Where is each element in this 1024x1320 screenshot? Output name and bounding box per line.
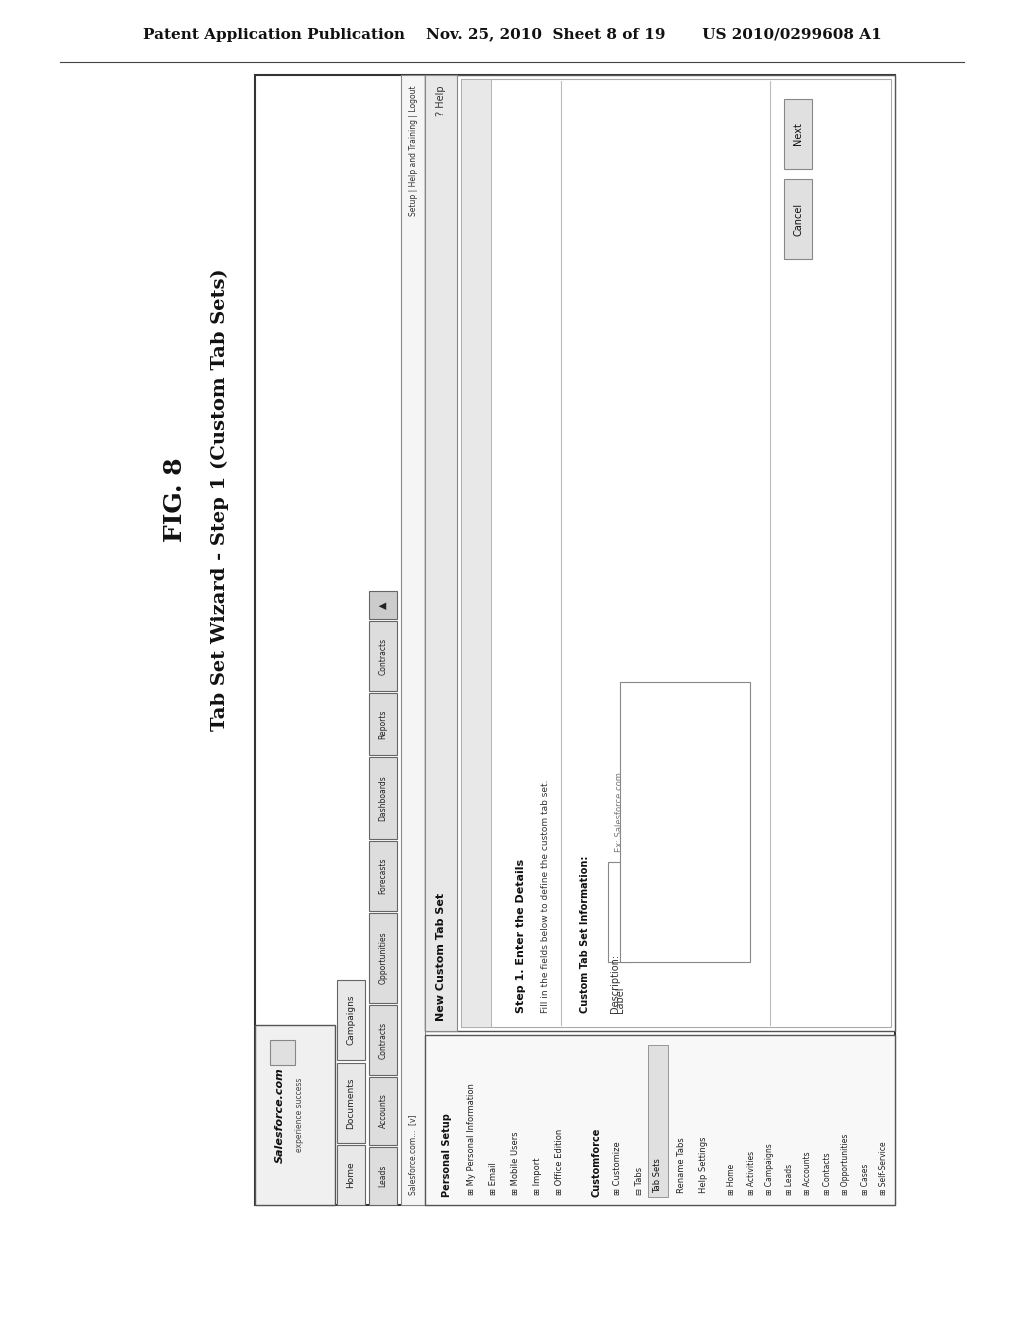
Text: Step 1. Enter the Details: Step 1. Enter the Details (516, 859, 526, 1012)
Polygon shape (648, 1045, 668, 1197)
Text: ⊞ Email: ⊞ Email (488, 1162, 498, 1195)
Text: ⊞ Cases: ⊞ Cases (860, 1164, 869, 1195)
Text: Tab Set Wizard - Step 1 (Custom Tab Sets): Tab Set Wizard - Step 1 (Custom Tab Sets… (211, 269, 229, 731)
Text: Next: Next (793, 123, 803, 145)
Text: ⊞ Contacts: ⊞ Contacts (822, 1152, 831, 1195)
Text: ▲: ▲ (378, 601, 388, 609)
Text: ⊞ Self-Service: ⊞ Self-Service (880, 1142, 889, 1195)
Polygon shape (461, 79, 891, 1027)
Text: ⊞ Office Edition: ⊞ Office Edition (555, 1129, 563, 1195)
Polygon shape (425, 75, 895, 1031)
Text: Help Settings: Help Settings (699, 1137, 709, 1193)
Text: Accounts: Accounts (379, 1093, 387, 1129)
Polygon shape (369, 756, 397, 840)
Bar (255, 75, 895, 1205)
Text: Dashboards: Dashboards (379, 775, 387, 821)
Polygon shape (369, 620, 397, 690)
Text: Opportunities: Opportunities (379, 932, 387, 985)
Polygon shape (337, 1144, 365, 1205)
Text: Home: Home (346, 1162, 355, 1188)
Polygon shape (369, 1147, 397, 1205)
Text: experience success: experience success (296, 1078, 304, 1152)
Text: ⊞ Leads: ⊞ Leads (784, 1164, 794, 1195)
Text: Contracts: Contracts (379, 1022, 387, 1059)
Text: ⊞ My Personal Information: ⊞ My Personal Information (467, 1084, 475, 1195)
Polygon shape (369, 1005, 397, 1074)
Polygon shape (255, 1026, 335, 1205)
Text: ⊞ Accounts: ⊞ Accounts (804, 1151, 812, 1195)
Text: Fill in the fields below to define the custom tab set.: Fill in the fields below to define the c… (541, 780, 550, 1012)
Text: ⊞ Home: ⊞ Home (727, 1164, 736, 1195)
Text: ⊞ Opportunities: ⊞ Opportunities (842, 1134, 851, 1195)
Text: ⊟ Tabs: ⊟ Tabs (636, 1167, 644, 1195)
Polygon shape (784, 180, 812, 259)
Polygon shape (620, 682, 750, 962)
Polygon shape (369, 913, 397, 1003)
Polygon shape (337, 979, 365, 1060)
Text: ⊞ Customize: ⊞ Customize (613, 1142, 623, 1195)
Polygon shape (425, 75, 457, 1031)
Polygon shape (369, 841, 397, 911)
Polygon shape (461, 79, 490, 1027)
Polygon shape (425, 1035, 895, 1205)
Text: ⊞ Mobile Users: ⊞ Mobile Users (511, 1131, 519, 1195)
Text: Campaigns: Campaigns (346, 995, 355, 1045)
Text: Description:: Description: (610, 954, 620, 1012)
Polygon shape (369, 693, 397, 755)
Text: Reports: Reports (379, 709, 387, 739)
Text: Ex: Salesforce.com: Ex: Salesforce.com (615, 772, 625, 851)
Text: Documents: Documents (346, 1077, 355, 1129)
Text: Patent Application Publication    Nov. 25, 2010  Sheet 8 of 19       US 2010/029: Patent Application Publication Nov. 25, … (142, 28, 882, 42)
Text: Customforce: Customforce (591, 1127, 601, 1197)
Text: Salesforce.com...  [v]: Salesforce.com... [v] (409, 1114, 418, 1195)
Text: Personal Setup: Personal Setup (442, 1113, 452, 1197)
Text: ? Help: ? Help (436, 84, 446, 116)
Text: ⊞ Campaigns: ⊞ Campaigns (766, 1143, 774, 1195)
Text: Custom Tab Set Information:: Custom Tab Set Information: (580, 855, 590, 1012)
Text: New Custom Tab Set: New Custom Tab Set (436, 892, 446, 1020)
Polygon shape (337, 1063, 365, 1143)
Text: Tab Sets: Tab Sets (653, 1158, 663, 1193)
Polygon shape (784, 99, 812, 169)
Text: ⊞ Activities: ⊞ Activities (746, 1151, 756, 1195)
Polygon shape (401, 75, 425, 1205)
Text: Leads: Leads (379, 1164, 387, 1187)
Polygon shape (369, 1077, 397, 1144)
Text: ⊞ Import: ⊞ Import (532, 1158, 542, 1195)
Text: Cancel: Cancel (793, 202, 803, 235)
Text: Forecasts: Forecasts (379, 858, 387, 894)
Text: Rename Tabs: Rename Tabs (678, 1138, 686, 1193)
Text: Salesforce.com: Salesforce.com (275, 1067, 285, 1163)
Polygon shape (608, 862, 632, 962)
Text: FIG. 8: FIG. 8 (163, 458, 187, 543)
Text: Setup | Help and Training | Logout: Setup | Help and Training | Logout (409, 84, 418, 215)
Polygon shape (369, 591, 397, 619)
Text: Contracts: Contracts (379, 638, 387, 675)
Polygon shape (270, 1040, 295, 1065)
Text: Step 1 of 3: Step 1 of 3 (474, 88, 483, 139)
Text: Label: Label (615, 986, 625, 1012)
